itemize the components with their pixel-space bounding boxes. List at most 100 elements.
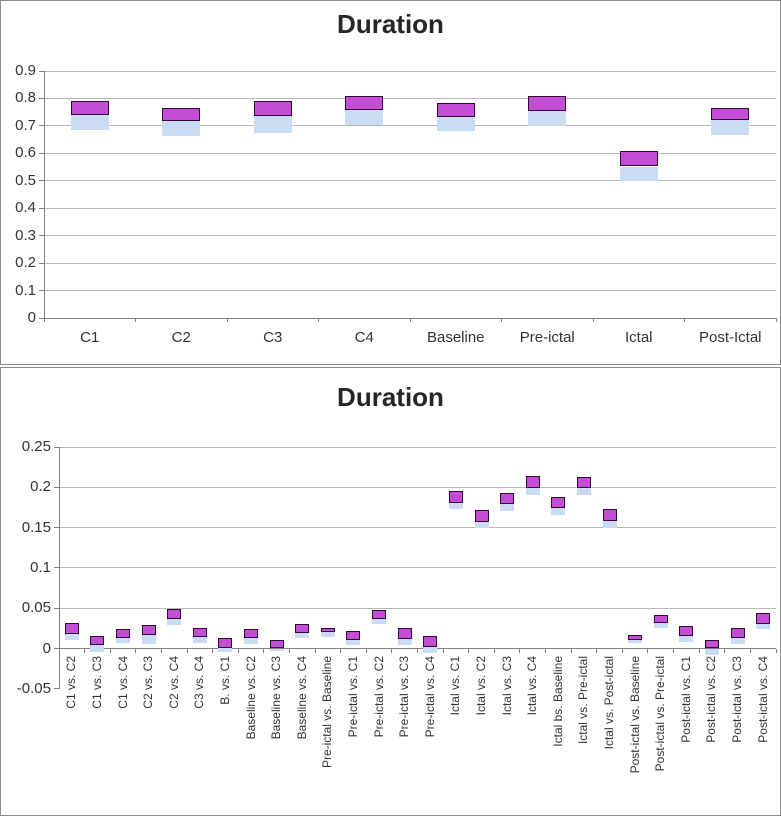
y-gridline [44, 97, 776, 99]
x-category-label: C1 vs. C4 [115, 655, 130, 709]
x-axis-tick [84, 648, 86, 653]
bar-lower-segment [64, 633, 79, 640]
y-axis-tick [39, 235, 44, 237]
y-axis-label: 0.05 [21, 599, 51, 617]
bar-upper-segment [162, 107, 201, 121]
x-category-label: C2 vs. C3 [141, 655, 156, 709]
bar-upper-segment [500, 492, 515, 505]
bar-upper-segment [711, 107, 750, 120]
y-axis-label: 0.15 [21, 518, 51, 536]
x-category-label: Ictal vs. C2 [474, 655, 489, 715]
y-axis-tick [54, 486, 59, 488]
x-category-label: Post-ictal vs. Pre-ictal [653, 655, 668, 771]
bar-upper-segment [116, 629, 131, 638]
y-axis-tick [39, 317, 44, 319]
bar-lower-segment [269, 648, 284, 651]
bar-lower-segment [525, 488, 540, 495]
bar-lower-segment [162, 120, 201, 137]
x-axis-tick [212, 648, 214, 653]
x-category-label: Post-ictal vs. C3 [730, 655, 745, 743]
y-gridline [44, 152, 776, 154]
bar-upper-segment [192, 627, 207, 638]
y-gridline [44, 262, 776, 264]
x-axis-tick [468, 648, 470, 653]
x-category-label: Baseline [426, 329, 485, 346]
y-axis-label: 0 [42, 639, 51, 657]
x-axis-tick [263, 648, 265, 653]
y-axis-label: 0.8 [15, 89, 36, 107]
bar-lower-segment [397, 638, 412, 646]
bar-lower-segment [90, 645, 105, 652]
bar-lower-segment [619, 166, 658, 181]
y-gridline [59, 527, 776, 529]
bar-lower-segment [295, 633, 310, 638]
x-category-label: Post-ictal vs. C2 [704, 655, 719, 743]
bar-lower-segment [576, 488, 591, 495]
bar-lower-segment [70, 114, 109, 130]
x-category-label: C2 vs. C4 [166, 655, 181, 709]
bar-upper-segment [551, 496, 566, 509]
y-axis-tick [39, 262, 44, 264]
bar-lower-segment [436, 116, 475, 132]
x-axis-tick [749, 648, 751, 653]
x-category-label: C1 [80, 329, 100, 346]
bar-upper-segment [397, 628, 412, 639]
bar-upper-segment [64, 622, 79, 634]
x-category-label: Pre-ictal vs. C4 [422, 655, 437, 737]
bar-upper-segment [141, 625, 156, 635]
y-axis-label: 0.1 [30, 558, 51, 576]
y-axis-label: 0.6 [15, 144, 36, 162]
x-category-label: Pre-ictal vs. Baseline [320, 655, 335, 768]
y-axis-tick [39, 70, 44, 72]
bar-upper-segment [679, 625, 694, 636]
y-axis-label: 0.25 [21, 438, 51, 455]
x-category-label: C3 [263, 329, 283, 346]
bar-lower-segment [346, 640, 361, 646]
y-gridline [59, 486, 776, 488]
y-gridline [59, 567, 776, 569]
bar-upper-segment [528, 96, 567, 111]
x-category-label: C1 vs. C2 [64, 655, 79, 709]
x-axis-tick [545, 648, 547, 653]
x-category-label: C1 vs. C3 [89, 655, 104, 709]
x-category-label: Baseline vs. C4 [294, 655, 309, 739]
y-axis-label: 0.9 [15, 62, 36, 79]
x-category-label: Ictal vs. Pre-ictal [576, 655, 591, 744]
x-axis-tick [318, 318, 319, 322]
bar-lower-segment [345, 110, 384, 126]
x-category-label: Post-ictal vs. C1 [678, 655, 693, 743]
bar-upper-segment [346, 630, 361, 641]
bar-upper-segment [704, 640, 719, 649]
bar-upper-segment [70, 100, 109, 115]
duration-chart-panel-top: Duration 0.9 0.8 0.7 0.6 0.5 0.4 0.3 0.2 0.1 0 C1 C… [0, 0, 781, 365]
y-axis-tick [54, 688, 59, 690]
y-axis-tick [39, 290, 44, 292]
bar-lower-segment [167, 619, 182, 626]
x-category-label: Ictal vs. Post-ictal [602, 655, 617, 749]
x-category-label: B. vs. C1 [217, 655, 232, 705]
y-gridline [44, 125, 776, 127]
x-axis-tick [314, 648, 316, 653]
y-gridline [59, 446, 776, 448]
y-gridline [59, 607, 776, 609]
bar-lower-segment [474, 521, 489, 529]
x-axis-tick [391, 648, 393, 653]
x-category-label: Ictal vs. C3 [499, 655, 514, 715]
x-axis-tick [724, 648, 726, 653]
x-axis-tick [442, 648, 444, 653]
x-category-label: Ictal [624, 329, 653, 346]
x-axis-tick [775, 648, 777, 653]
x-category-label: C4 [354, 329, 374, 346]
x-axis-tick [160, 648, 162, 653]
y-axis-label: -0.05 [16, 679, 51, 697]
bar-lower-segment [141, 634, 156, 644]
bar-lower-segment [551, 508, 566, 515]
bar-lower-segment [320, 632, 335, 638]
y-gridline [44, 207, 776, 209]
y-axis-tick [39, 207, 44, 209]
y-axis-line [58, 447, 60, 689]
bar-upper-segment [602, 509, 617, 522]
x-axis-tick [519, 648, 521, 653]
bar-lower-segment [602, 521, 617, 528]
